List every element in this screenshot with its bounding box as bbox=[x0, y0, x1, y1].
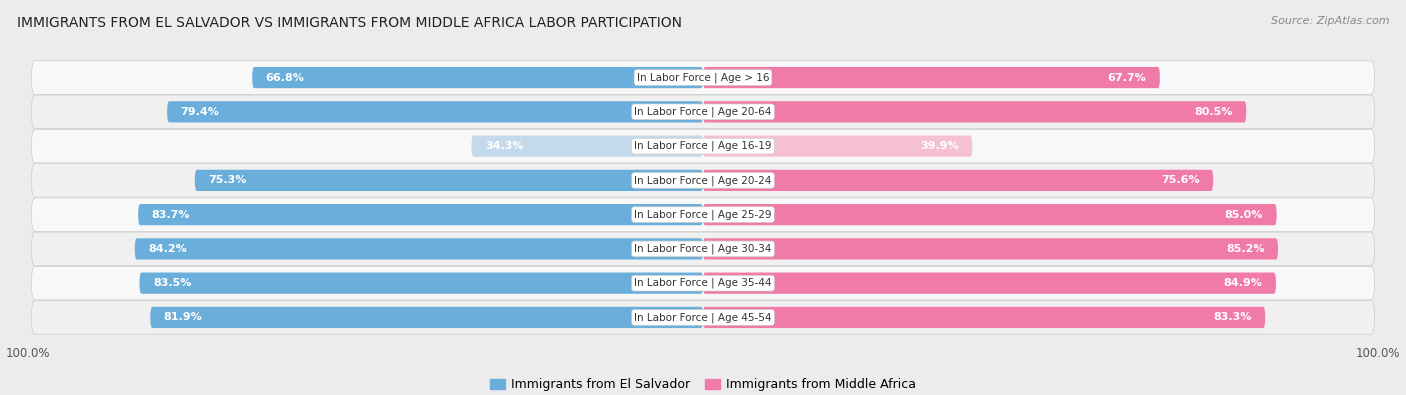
Text: 83.3%: 83.3% bbox=[1213, 312, 1251, 322]
Text: 85.2%: 85.2% bbox=[1226, 244, 1264, 254]
FancyBboxPatch shape bbox=[703, 135, 973, 157]
FancyBboxPatch shape bbox=[31, 129, 1375, 163]
FancyBboxPatch shape bbox=[195, 170, 703, 191]
Text: 66.8%: 66.8% bbox=[266, 73, 305, 83]
FancyBboxPatch shape bbox=[138, 204, 703, 225]
FancyBboxPatch shape bbox=[703, 204, 1277, 225]
FancyBboxPatch shape bbox=[703, 101, 1246, 122]
Text: IMMIGRANTS FROM EL SALVADOR VS IMMIGRANTS FROM MIDDLE AFRICA LABOR PARTICIPATION: IMMIGRANTS FROM EL SALVADOR VS IMMIGRANT… bbox=[17, 16, 682, 30]
FancyBboxPatch shape bbox=[135, 238, 703, 260]
Text: Source: ZipAtlas.com: Source: ZipAtlas.com bbox=[1271, 16, 1389, 26]
FancyBboxPatch shape bbox=[703, 170, 1213, 191]
Text: 75.3%: 75.3% bbox=[208, 175, 246, 185]
FancyBboxPatch shape bbox=[471, 135, 703, 157]
Text: In Labor Force | Age 45-54: In Labor Force | Age 45-54 bbox=[634, 312, 772, 323]
Text: 81.9%: 81.9% bbox=[163, 312, 202, 322]
Text: In Labor Force | Age > 16: In Labor Force | Age > 16 bbox=[637, 72, 769, 83]
FancyBboxPatch shape bbox=[703, 67, 1160, 88]
FancyBboxPatch shape bbox=[31, 198, 1375, 231]
FancyBboxPatch shape bbox=[31, 301, 1375, 334]
FancyBboxPatch shape bbox=[139, 273, 703, 294]
Legend: Immigrants from El Salvador, Immigrants from Middle Africa: Immigrants from El Salvador, Immigrants … bbox=[485, 373, 921, 395]
FancyBboxPatch shape bbox=[703, 273, 1277, 294]
Text: 34.3%: 34.3% bbox=[485, 141, 523, 151]
FancyBboxPatch shape bbox=[31, 266, 1375, 300]
Text: In Labor Force | Age 16-19: In Labor Force | Age 16-19 bbox=[634, 141, 772, 151]
FancyBboxPatch shape bbox=[31, 95, 1375, 129]
Text: 39.9%: 39.9% bbox=[920, 141, 959, 151]
FancyBboxPatch shape bbox=[252, 67, 703, 88]
Text: 83.7%: 83.7% bbox=[152, 210, 190, 220]
FancyBboxPatch shape bbox=[150, 307, 703, 328]
Text: In Labor Force | Age 20-64: In Labor Force | Age 20-64 bbox=[634, 107, 772, 117]
FancyBboxPatch shape bbox=[167, 101, 703, 122]
FancyBboxPatch shape bbox=[31, 164, 1375, 197]
Text: 75.6%: 75.6% bbox=[1161, 175, 1199, 185]
Text: 83.5%: 83.5% bbox=[153, 278, 191, 288]
Text: In Labor Force | Age 35-44: In Labor Force | Age 35-44 bbox=[634, 278, 772, 288]
FancyBboxPatch shape bbox=[31, 61, 1375, 94]
Text: In Labor Force | Age 25-29: In Labor Force | Age 25-29 bbox=[634, 209, 772, 220]
Text: 79.4%: 79.4% bbox=[180, 107, 219, 117]
Text: In Labor Force | Age 20-24: In Labor Force | Age 20-24 bbox=[634, 175, 772, 186]
FancyBboxPatch shape bbox=[703, 307, 1265, 328]
Text: 85.0%: 85.0% bbox=[1225, 210, 1263, 220]
FancyBboxPatch shape bbox=[31, 232, 1375, 266]
Text: 84.2%: 84.2% bbox=[148, 244, 187, 254]
Text: In Labor Force | Age 30-34: In Labor Force | Age 30-34 bbox=[634, 244, 772, 254]
Text: 84.9%: 84.9% bbox=[1223, 278, 1263, 288]
Text: 80.5%: 80.5% bbox=[1195, 107, 1233, 117]
Text: 67.7%: 67.7% bbox=[1108, 73, 1146, 83]
FancyBboxPatch shape bbox=[703, 238, 1278, 260]
